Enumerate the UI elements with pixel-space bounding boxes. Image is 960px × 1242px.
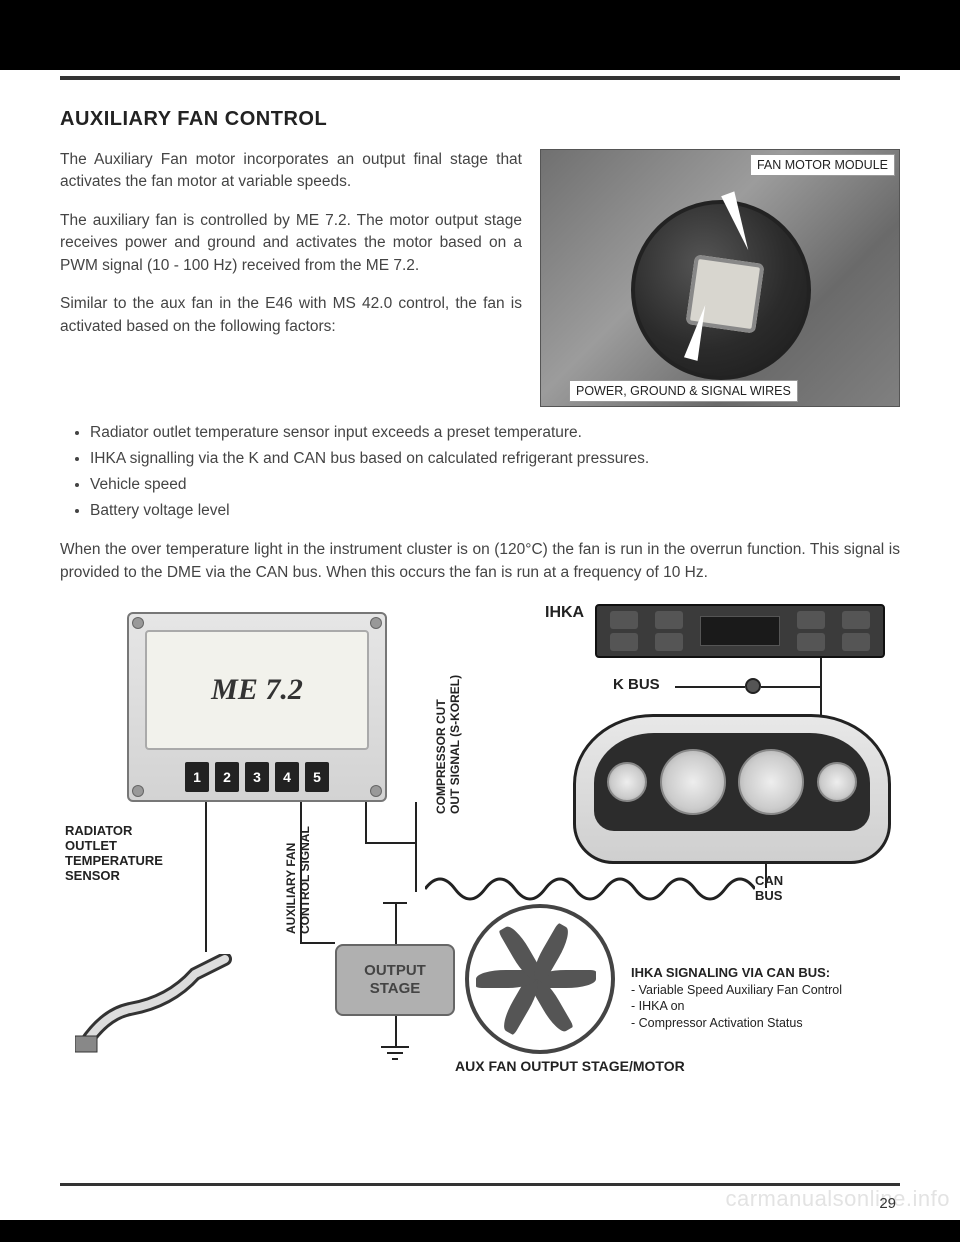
ihka-note-line3: - Compressor Activation Status — [631, 1015, 842, 1032]
bullet-1: Radiator outlet temperature sensor input… — [90, 421, 900, 445]
ground-icon — [381, 1046, 409, 1048]
page-number: 29 — [879, 1195, 896, 1212]
ihka-label: IHKA — [545, 604, 584, 622]
compressor-label: COMPRESSOR CUT OUT SIGNAL (S-KOREL) — [435, 674, 463, 814]
intro-p3: Similar to the aux fan in the E46 with M… — [60, 293, 522, 338]
fan-photo: FAN MOTOR MODULE POWER, GROUND & SIGNAL … — [540, 149, 900, 407]
pin-4: 4 — [275, 762, 299, 792]
pin-3: 3 — [245, 762, 269, 792]
canbus-label: CAN BUS — [755, 874, 783, 904]
gauge-icon — [738, 749, 804, 815]
watermark: carmanualsonline.info — [725, 1186, 950, 1212]
wire — [365, 842, 415, 844]
intro-block: The Auxiliary Fan motor incorporates an … — [60, 149, 900, 407]
ihka-panel — [595, 604, 885, 658]
wire — [383, 902, 407, 904]
screw-icon — [133, 786, 143, 796]
intro-p1: The Auxiliary Fan motor incorporates an … — [60, 149, 522, 194]
auxfan-stage-text: AUX FAN OUTPUT STAGE/MOTOR — [455, 1058, 685, 1074]
wire — [205, 802, 207, 952]
ihka-signaling-note: IHKA SIGNALING VIA CAN BUS: - Variable S… — [631, 964, 842, 1032]
top-black-bar — [0, 0, 960, 70]
wiring-diagram: ME 7.2 1 2 3 4 5 IHKA K BUS — [65, 604, 895, 1074]
screw-icon — [371, 786, 381, 796]
bottom-rule — [60, 1183, 900, 1186]
instrument-cluster — [573, 714, 891, 864]
ihka-note-line2: - IHKA on — [631, 998, 842, 1015]
bullet-2: IHKA signalling via the K and CAN bus ba… — [90, 447, 900, 471]
intro-p2: The auxiliary fan is controlled by ME 7.… — [60, 210, 522, 277]
wire — [761, 686, 821, 688]
bottom-black-bar — [0, 1220, 960, 1242]
ihka-note-line1: - Variable Speed Auxiliary Fan Control — [631, 982, 842, 999]
bullet-list: Radiator outlet temperature sensor input… — [60, 421, 900, 523]
photo-label-top: FAN MOTOR MODULE — [750, 154, 895, 176]
ihka-note-title: IHKA SIGNALING VIA CAN BUS: — [631, 964, 842, 982]
ground-icon — [387, 1052, 403, 1054]
aux-fan-icon — [465, 904, 615, 1054]
pin-2: 2 — [215, 762, 239, 792]
can-bus-wire — [425, 874, 755, 904]
gauge-icon — [660, 749, 726, 815]
fan-hub — [631, 200, 811, 380]
screw-icon — [133, 618, 143, 628]
auxfan-stage-label: AUX FAN OUTPUT STAGE/MOTOR — [455, 1058, 685, 1074]
wire — [395, 1016, 397, 1046]
gauge-icon — [607, 762, 647, 802]
me72-screen: ME 7.2 — [145, 630, 369, 750]
wire — [365, 802, 367, 842]
me72-pins: 1 2 3 4 5 — [185, 762, 329, 792]
photo-label-bottom: POWER, GROUND & SIGNAL WIRES — [569, 380, 798, 402]
me72-module: ME 7.2 1 2 3 4 5 — [127, 612, 387, 802]
pin-1: 1 — [185, 762, 209, 792]
bullet-4: Battery voltage level — [90, 499, 900, 523]
bullet-3: Vehicle speed — [90, 473, 900, 497]
screw-icon — [371, 618, 381, 628]
wire — [395, 904, 397, 944]
gauge-icon — [817, 762, 857, 802]
output-stage-box: OUTPUT STAGE — [335, 944, 455, 1016]
ground-icon — [392, 1058, 398, 1060]
wire — [300, 942, 335, 944]
wire — [820, 658, 822, 716]
kbus-label: K BUS — [613, 676, 660, 693]
page-heading: AUXILIARY FAN CONTROL — [60, 108, 900, 131]
radiator-hose-icon — [75, 954, 235, 1064]
pin-5: 5 — [305, 762, 329, 792]
wire — [415, 802, 417, 892]
radiator-sensor-label: RADIATOR OUTLET TEMPERATURE SENSOR — [65, 824, 175, 884]
auxfan-signal-label: AUXILIARY FAN CONTROL SIGNAL — [285, 814, 313, 934]
page-content: AUXILIARY FAN CONTROL The Auxiliary Fan … — [0, 80, 960, 1074]
kbus-node-icon — [745, 678, 761, 694]
wire — [675, 686, 745, 688]
intro-text: The Auxiliary Fan motor incorporates an … — [60, 149, 522, 407]
para-after-bullets: When the over temperature light in the i… — [60, 539, 900, 584]
